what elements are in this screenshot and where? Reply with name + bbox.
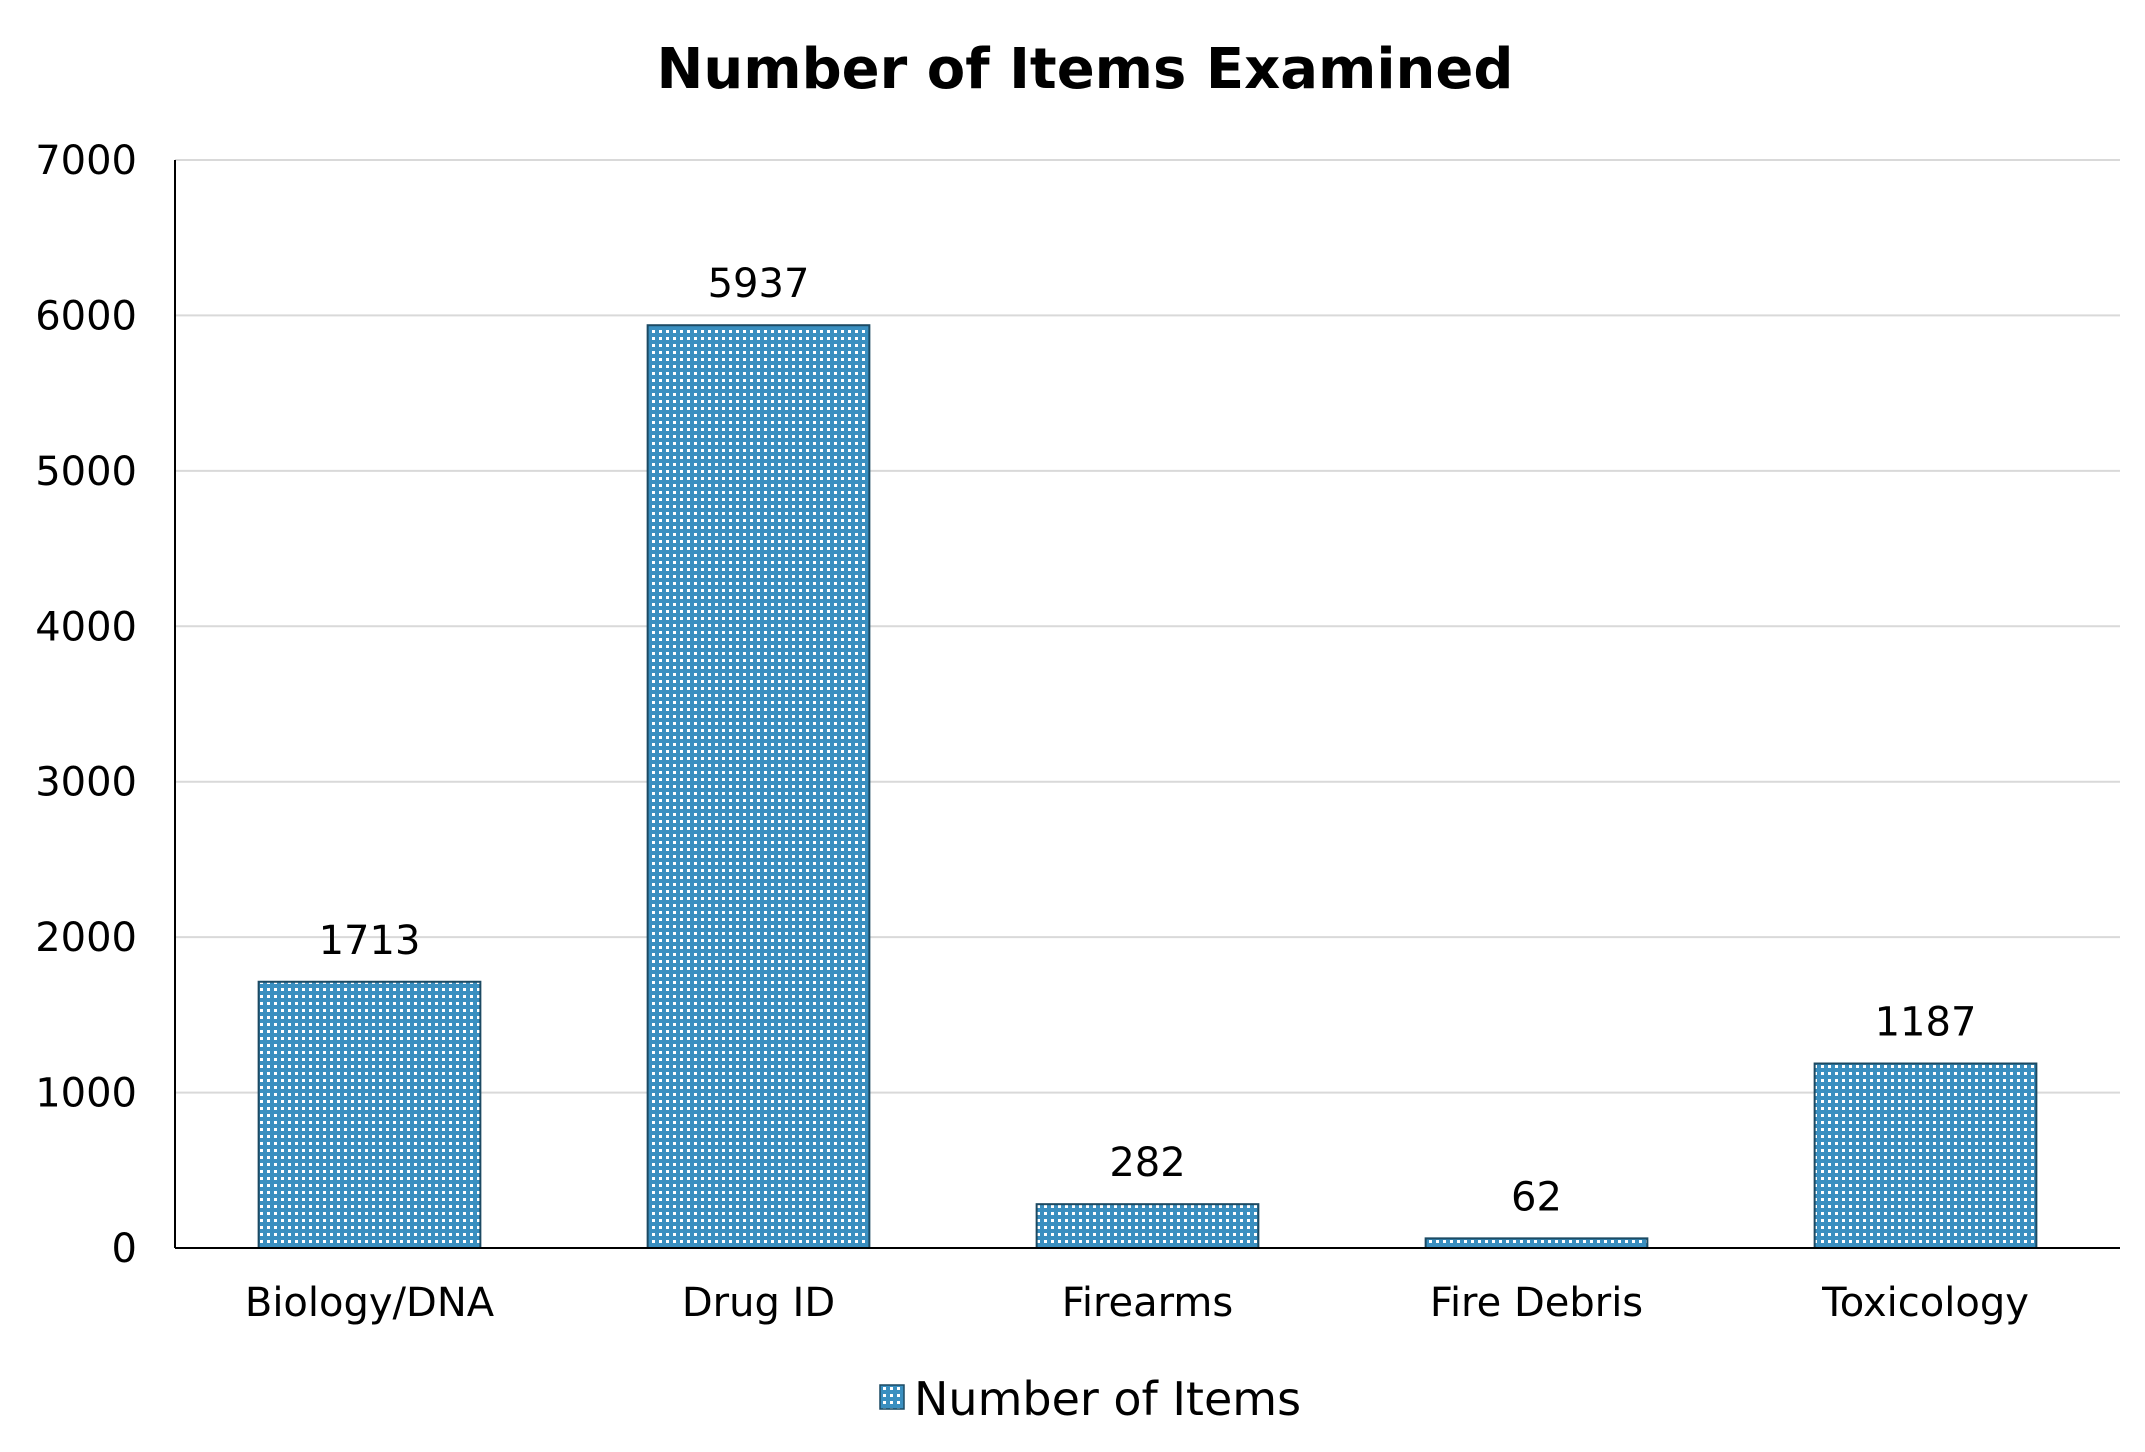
data-label: 5937 xyxy=(708,261,810,307)
data-label: 282 xyxy=(1109,1140,1185,1186)
bar xyxy=(257,980,482,1249)
x-axis-tick-labels: Biology/DNA Drug ID Firearms Fire Debris Tox… xyxy=(245,1280,2029,1326)
legend: Number of Items xyxy=(879,1372,1301,1426)
y-tick-label: 6000 xyxy=(35,293,137,339)
y-tick-label: 5000 xyxy=(35,449,137,495)
y-tick-label: 4000 xyxy=(35,604,137,650)
bar xyxy=(1035,1203,1260,1250)
bar xyxy=(1424,1237,1649,1249)
x-tick-label: Toxicology xyxy=(1821,1280,2029,1326)
bar xyxy=(646,324,871,1249)
legend-label: Number of Items xyxy=(914,1372,1301,1426)
bar xyxy=(1813,1062,2038,1249)
y-tick-label: 1000 xyxy=(35,1071,137,1117)
y-tick-label: 7000 xyxy=(35,138,137,184)
x-tick-label: Firearms xyxy=(1062,1280,1233,1326)
bars xyxy=(257,324,2038,1250)
y-axis-tick-labels: 0 1000 2000 3000 4000 5000 6000 7000 xyxy=(35,138,137,1272)
legend-swatch xyxy=(879,1384,905,1410)
chart-title: Number of Items Examined xyxy=(656,37,1513,102)
y-tick-label: 2000 xyxy=(35,915,137,961)
gridlines xyxy=(175,159,2120,1094)
x-tick-label: Drug ID xyxy=(682,1280,835,1326)
y-tick-label: 0 xyxy=(112,1226,137,1272)
data-label: 62 xyxy=(1511,1174,1562,1220)
data-label: 1187 xyxy=(1875,1000,1977,1046)
data-labels: 1713 5937 282 62 1187 xyxy=(319,261,1977,1220)
x-tick-label: Biology/DNA xyxy=(245,1280,495,1326)
y-tick-label: 3000 xyxy=(35,760,137,806)
x-tick-label: Fire Debris xyxy=(1430,1280,1643,1326)
data-label: 1713 xyxy=(319,918,421,964)
